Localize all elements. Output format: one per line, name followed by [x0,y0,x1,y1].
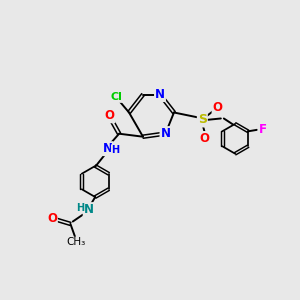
Text: H: H [112,145,120,155]
Text: O: O [213,101,223,114]
Text: Cl: Cl [110,92,122,102]
Text: O: O [200,132,210,145]
Text: H: H [76,203,84,213]
Text: N: N [160,127,170,140]
Text: O: O [47,212,57,225]
Text: N: N [84,203,94,216]
Text: N: N [103,142,113,155]
Text: F: F [258,123,266,136]
Text: O: O [104,109,115,122]
Text: N: N [155,88,165,101]
Text: S: S [198,113,207,127]
Text: CH₃: CH₃ [67,237,86,248]
